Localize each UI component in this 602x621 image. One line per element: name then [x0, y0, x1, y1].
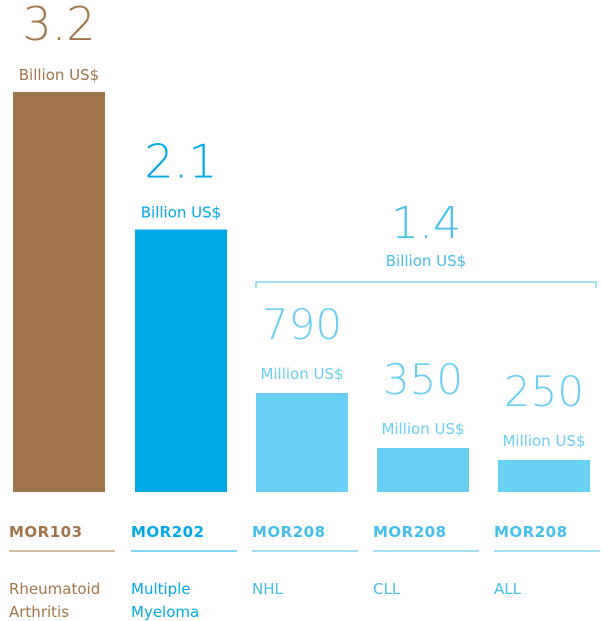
bar-3 [256, 393, 348, 492]
indication-label-5-1: ALL [494, 580, 522, 598]
bar-5 [498, 460, 590, 492]
indication-label-4-1: CLL [373, 580, 401, 598]
value-label-4: 350 [383, 355, 463, 404]
bar-4 [377, 448, 469, 492]
category-label-5: MOR208 [494, 523, 568, 541]
indication-label-1-1: Rheumatoid [9, 580, 100, 598]
indication-label-2-1: Multiple [131, 580, 191, 598]
value-label-1: 3.2 [22, 0, 95, 51]
category-label-1: MOR103 [9, 523, 83, 541]
indication-label-3-1: NHL [252, 580, 284, 598]
category-label-3: MOR208 [252, 523, 326, 541]
value-label-5: 250 [504, 367, 584, 416]
unit-label-3: Million US$ [260, 365, 343, 383]
group-unit-label: Billion US$ [386, 252, 466, 270]
category-label-2: MOR202 [131, 523, 205, 541]
unit-label-5: Million US$ [502, 432, 585, 450]
indication-label-1-2: Arthritis [9, 603, 69, 621]
group-bracket [255, 281, 597, 288]
unit-label-1: Billion US$ [19, 66, 99, 84]
indication-label-2-2: Myeloma [131, 603, 199, 621]
value-label-3: 790 [262, 300, 342, 349]
unit-label-2: Billion US$ [141, 204, 221, 222]
group-value-label: 1.4 [391, 198, 461, 249]
unit-label-4: Million US$ [381, 420, 464, 438]
bar-1 [13, 92, 105, 492]
category-label-4: MOR208 [373, 523, 447, 541]
value-label-2: 2.1 [144, 135, 217, 189]
bar-2 [135, 229, 227, 492]
